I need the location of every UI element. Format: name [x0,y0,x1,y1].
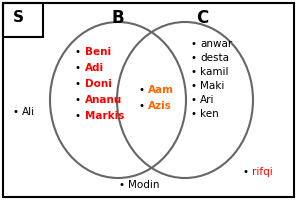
Text: desta: desta [200,53,229,63]
Text: •: • [242,167,248,177]
Text: •: • [12,107,18,117]
Text: Doni: Doni [85,79,112,89]
Text: Ari: Ari [200,95,214,105]
Text: •: • [75,79,81,89]
Text: •: • [190,95,196,105]
Text: Ananu: Ananu [85,95,122,105]
Text: •: • [75,47,81,57]
Text: anwar: anwar [200,39,232,49]
Text: Beni: Beni [85,47,111,57]
Text: •: • [75,95,81,105]
Text: •: • [190,109,196,119]
Text: Modin: Modin [128,180,159,190]
Text: •: • [75,63,81,73]
Text: ken: ken [200,109,219,119]
Text: •: • [75,111,81,121]
Text: rifqi: rifqi [252,167,273,177]
Text: •: • [190,67,196,77]
Text: Adi: Adi [85,63,104,73]
Bar [3,3,43,37]
Text: Maki: Maki [200,81,224,91]
Text: •: • [190,53,196,63]
Text: •: • [138,101,144,111]
Text: kamil: kamil [200,67,228,77]
Text: Azis: Azis [148,101,172,111]
Text: •: • [190,39,196,49]
Text: Ali: Ali [22,107,35,117]
Text: •: • [138,85,144,95]
Text: S: S [12,9,23,24]
Text: Markis: Markis [85,111,124,121]
Text: •: • [190,81,196,91]
Text: •: • [118,180,124,190]
Text: C: C [196,9,208,27]
Text: B: B [112,9,124,27]
Text: Aam: Aam [148,85,174,95]
